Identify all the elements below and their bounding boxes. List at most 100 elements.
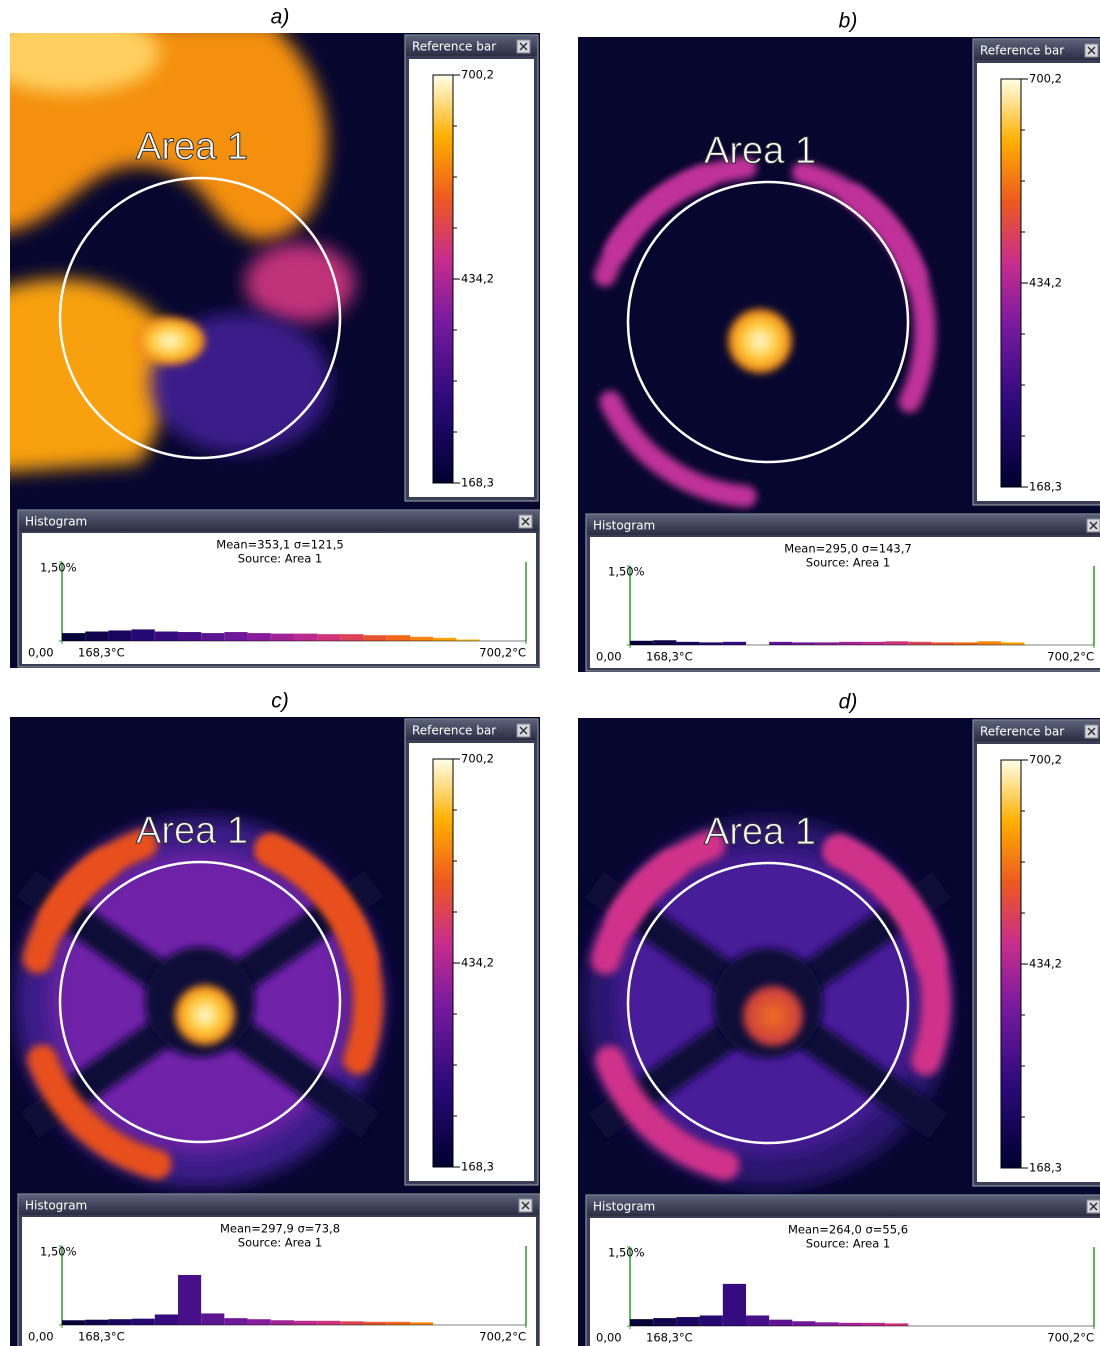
figure: a) Area 1 Reference bar 700,2 434,2 168,3 Hist…	[0, 0, 1100, 1346]
histogram-stats: Mean=297,9 σ=73,8	[220, 1222, 340, 1236]
title-bar	[19, 511, 539, 531]
window-title: Reference bar	[980, 725, 1064, 739]
color-scale	[433, 759, 453, 1167]
y-min-label: 0,00	[28, 646, 54, 660]
histogram-bar	[201, 1313, 224, 1325]
histogram-bar	[85, 632, 108, 641]
thermal-panel: Area 1 Reference bar 700,2 434,2 168,3 Histog…	[578, 718, 1100, 1346]
histogram-bar	[653, 640, 676, 645]
histogram-bar	[410, 637, 433, 641]
scale-tick-label: 700,2	[1029, 72, 1062, 86]
scale-tick-label: 434,2	[461, 956, 494, 970]
x-tick-label: 168,3°C	[646, 650, 693, 664]
hot-spot	[175, 985, 235, 1045]
histogram-bar	[816, 642, 839, 645]
thermal-panel: Area 1Reference bar700,2434,2168,3Histog…	[578, 37, 1100, 672]
window-title: Histogram	[593, 1200, 655, 1214]
histogram-bar	[955, 642, 978, 645]
histogram-bar	[792, 1321, 815, 1326]
histogram-bar	[85, 1320, 108, 1325]
histogram-bar	[364, 1322, 387, 1325]
x-tick-label: 700,2°C	[1047, 1331, 1094, 1345]
window-title: Histogram	[593, 519, 655, 533]
histogram-bar	[155, 1314, 178, 1325]
scale-tick-label: 168,3	[1029, 1161, 1062, 1175]
area-label: Area 1	[704, 130, 816, 172]
y-max-label: 1,50%	[40, 561, 77, 575]
histogram-bar	[769, 642, 792, 645]
area-label: Area 1	[704, 811, 816, 853]
histogram-bar	[653, 1318, 676, 1326]
x-tick-label: 700,2°C	[1047, 650, 1094, 664]
histogram-bar	[62, 1320, 85, 1325]
histogram-bar	[108, 630, 131, 641]
histogram-bar	[700, 642, 723, 645]
x-tick-label: 168,3°C	[78, 646, 125, 660]
title-bar	[587, 515, 1100, 535]
histogram-bar	[700, 1315, 723, 1326]
histogram-bar	[862, 1323, 885, 1326]
color-scale	[1001, 760, 1021, 1168]
histogram-bar	[387, 1322, 410, 1325]
histogram-bar	[433, 638, 456, 641]
x-tick-label: 168,3°C	[646, 1331, 693, 1345]
histogram-bar	[908, 642, 931, 645]
scale-tick-label: 700,2	[1029, 753, 1062, 767]
scale-tick-label: 434,2	[1029, 957, 1062, 971]
histogram-bar	[885, 1323, 908, 1326]
window-title: Histogram	[25, 515, 87, 529]
scale-tick-label: 168,3	[461, 476, 494, 490]
histogram-source: Source: Area 1	[806, 556, 890, 570]
color-scale	[1001, 79, 1021, 487]
histogram-bar	[62, 633, 85, 641]
histogram-source: Source: Area 1	[806, 1237, 890, 1251]
scale-tick-label: 700,2	[461, 752, 494, 766]
y-min-label: 0,00	[596, 1331, 622, 1345]
histogram-bar	[317, 634, 340, 641]
histogram-bar	[723, 1284, 746, 1326]
histogram-bar	[271, 634, 294, 641]
window-title: Reference bar	[412, 40, 496, 54]
y-max-label: 1,50%	[608, 565, 645, 579]
histogram-bar	[862, 642, 885, 645]
histogram-bar	[676, 642, 699, 645]
hot-spot	[135, 317, 205, 365]
histogram-bar	[723, 642, 746, 645]
histogram-bar	[178, 632, 201, 641]
window-title: Reference bar	[412, 724, 496, 738]
histogram-stats: Mean=295,0 σ=143,7	[784, 542, 911, 556]
y-max-label: 1,50%	[608, 1246, 645, 1260]
histogram-bar	[410, 1322, 433, 1325]
histogram-bar	[816, 1322, 839, 1326]
histogram-bar	[108, 1319, 131, 1325]
histogram-bar	[746, 1315, 769, 1326]
histogram-bar	[317, 1321, 340, 1325]
histogram-bar	[201, 633, 224, 641]
histogram-bar	[885, 641, 908, 645]
histogram-bar	[248, 633, 271, 641]
histogram-bar	[839, 642, 862, 645]
y-min-label: 0,00	[28, 1330, 54, 1344]
histogram-bar	[248, 1319, 271, 1325]
histogram-bar	[1001, 642, 1024, 645]
histogram-bar	[155, 632, 178, 641]
scale-tick-label: 168,3	[1029, 480, 1062, 494]
hot-spot	[743, 986, 803, 1046]
panel-label: a)	[271, 6, 290, 29]
histogram-bar	[271, 1320, 294, 1325]
histogram-bar	[340, 634, 363, 641]
scale-tick-label: 168,3	[461, 1160, 494, 1174]
histogram-stats: Mean=353,1 σ=121,5	[216, 538, 343, 552]
panel-label: d)	[839, 691, 858, 714]
scale-tick-label: 434,2	[461, 272, 494, 286]
x-tick-label: 168,3°C	[78, 1330, 125, 1344]
histogram-source: Source: Area 1	[238, 552, 322, 566]
histogram-bar	[132, 1319, 155, 1325]
scale-tick-label: 700,2	[461, 68, 494, 82]
histogram-bar	[178, 1275, 201, 1325]
histogram-bar	[932, 642, 955, 645]
histogram-bar	[224, 1318, 247, 1325]
histogram-bar	[294, 634, 317, 641]
scale-tick-label: 434,2	[1029, 276, 1062, 290]
